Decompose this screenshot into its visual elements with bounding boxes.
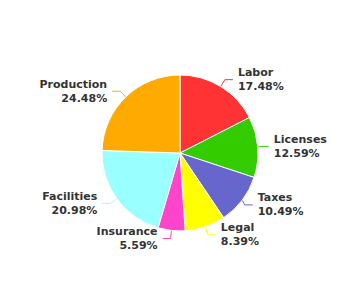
svg-text:Insurance: Insurance: [97, 225, 158, 238]
svg-text:Production: Production: [40, 78, 108, 91]
svg-text:5.59%: 5.59%: [119, 239, 157, 252]
svg-text:12.59%: 12.59%: [274, 147, 320, 160]
svg-text:Facilities: Facilities: [42, 190, 98, 203]
svg-text:20.98%: 20.98%: [52, 204, 98, 217]
svg-text:24.48%: 24.48%: [61, 92, 107, 105]
svg-text:10.49%: 10.49%: [258, 205, 304, 218]
svg-text:Legal: Legal: [221, 221, 255, 234]
svg-text:17.48%: 17.48%: [238, 80, 284, 93]
svg-text:Taxes: Taxes: [258, 191, 293, 204]
svg-text:Licenses: Licenses: [274, 133, 328, 146]
svg-text:8.39%: 8.39%: [221, 235, 259, 248]
svg-text:Labor: Labor: [238, 66, 274, 79]
